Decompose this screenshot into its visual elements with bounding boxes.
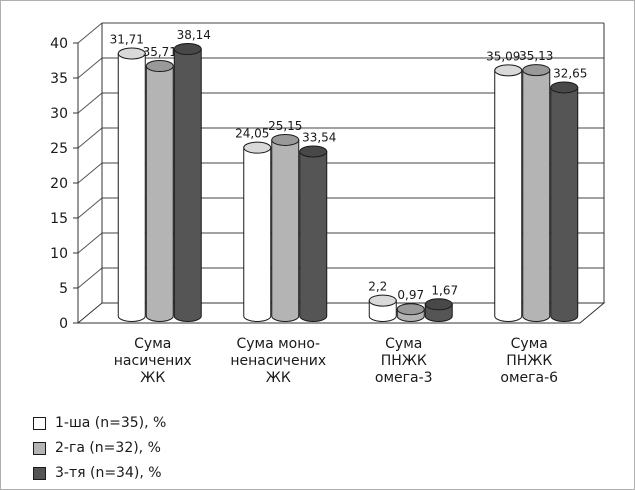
bar-series-1 <box>117 53 146 322</box>
y-tick-label: 35 <box>50 71 68 87</box>
gridline-side <box>77 92 103 114</box>
gridline-side <box>77 57 103 79</box>
category-label: омега-3 <box>375 370 433 386</box>
data-label: 0,97 <box>397 288 424 302</box>
y-tick-label: 40 <box>50 36 68 52</box>
legend-label-series-3: 3-тя (n=34), % <box>55 465 162 481</box>
legend-item-series-1: 1-ша (n=35), % <box>33 413 166 433</box>
bar-top-series-1 <box>494 64 523 77</box>
data-label: 24,05 <box>235 127 269 141</box>
legend-item-series-2: 2-га (n=32), % <box>33 438 166 458</box>
bar-top-series-2 <box>396 303 425 316</box>
bar-top-series-2 <box>522 64 551 77</box>
data-label: 35,13 <box>519 49 553 63</box>
bar-top-series-3 <box>550 81 579 94</box>
bar-top-series-3 <box>173 43 202 56</box>
gridline-side <box>77 197 103 219</box>
bar-series-3 <box>173 48 202 322</box>
bar-series-3 <box>550 86 579 322</box>
category-label: ПНЖК <box>506 353 552 369</box>
data-label: 35,09 <box>486 49 520 63</box>
legend: 1-ша (n=35), % 2-га (n=32), % 3-тя (n=34… <box>33 413 166 488</box>
category-label: насичених <box>114 353 192 369</box>
bar-series-3 <box>299 151 328 322</box>
bar-top-series-1 <box>117 47 146 60</box>
y-tick-label: 20 <box>50 176 68 192</box>
gridline-side <box>77 162 103 184</box>
bar-series-1 <box>243 147 272 322</box>
data-label: 31,71 <box>110 33 144 47</box>
legend-item-series-3: 3-тя (n=34), % <box>33 463 166 483</box>
data-label: 2,2 <box>368 280 387 294</box>
y-tick-label: 10 <box>50 246 68 262</box>
gridline-side <box>77 232 103 254</box>
category-label: Сума <box>385 336 422 352</box>
category-label: Сума <box>511 336 548 352</box>
gridline-side <box>77 127 103 149</box>
bar-top-series-3 <box>424 298 453 311</box>
category-label: ЖК <box>266 370 291 386</box>
gridline-side <box>77 22 103 44</box>
category-label: ЖК <box>140 370 165 386</box>
y-tick-label: 5 <box>59 281 68 297</box>
gridline-side <box>77 267 103 289</box>
legend-label-series-1: 1-ша (n=35), % <box>55 415 167 431</box>
data-label: 33,54 <box>302 131 336 145</box>
data-label: 32,65 <box>553 66 587 80</box>
legend-swatch-series-3 <box>33 466 46 480</box>
legend-swatch-series-2 <box>33 441 46 455</box>
bar-series-2 <box>145 65 174 322</box>
bar-top-series-1 <box>368 294 397 307</box>
y-tick-label: 30 <box>50 106 68 122</box>
y-tick-label: 0 <box>59 316 68 332</box>
bar-series-1 <box>494 69 523 322</box>
bar-top-series-2 <box>145 60 174 73</box>
y-tick-label: 25 <box>50 141 68 157</box>
bar-top-series-1 <box>243 141 272 154</box>
floor <box>76 302 606 324</box>
bar-series-2 <box>271 139 300 322</box>
bar-series-2 <box>522 69 551 322</box>
data-label: 25,15 <box>268 119 302 133</box>
y-tick-label: 15 <box>50 211 68 227</box>
category-label: ПНЖК <box>381 353 427 369</box>
bar-top-series-3 <box>299 145 328 158</box>
category-label: ненасичених <box>230 353 326 369</box>
data-label: 35,71 <box>143 45 177 59</box>
category-label: омега-6 <box>500 370 558 386</box>
bar-top-series-2 <box>271 133 300 146</box>
category-label: Сума моно- <box>236 336 320 352</box>
legend-swatch-series-1 <box>33 416 46 430</box>
data-label: 38,14 <box>177 28 211 42</box>
legend-label-series-2: 2-га (n=32), % <box>55 440 161 456</box>
category-label: Сума <box>134 336 171 352</box>
data-label: 1,67 <box>431 283 458 297</box>
